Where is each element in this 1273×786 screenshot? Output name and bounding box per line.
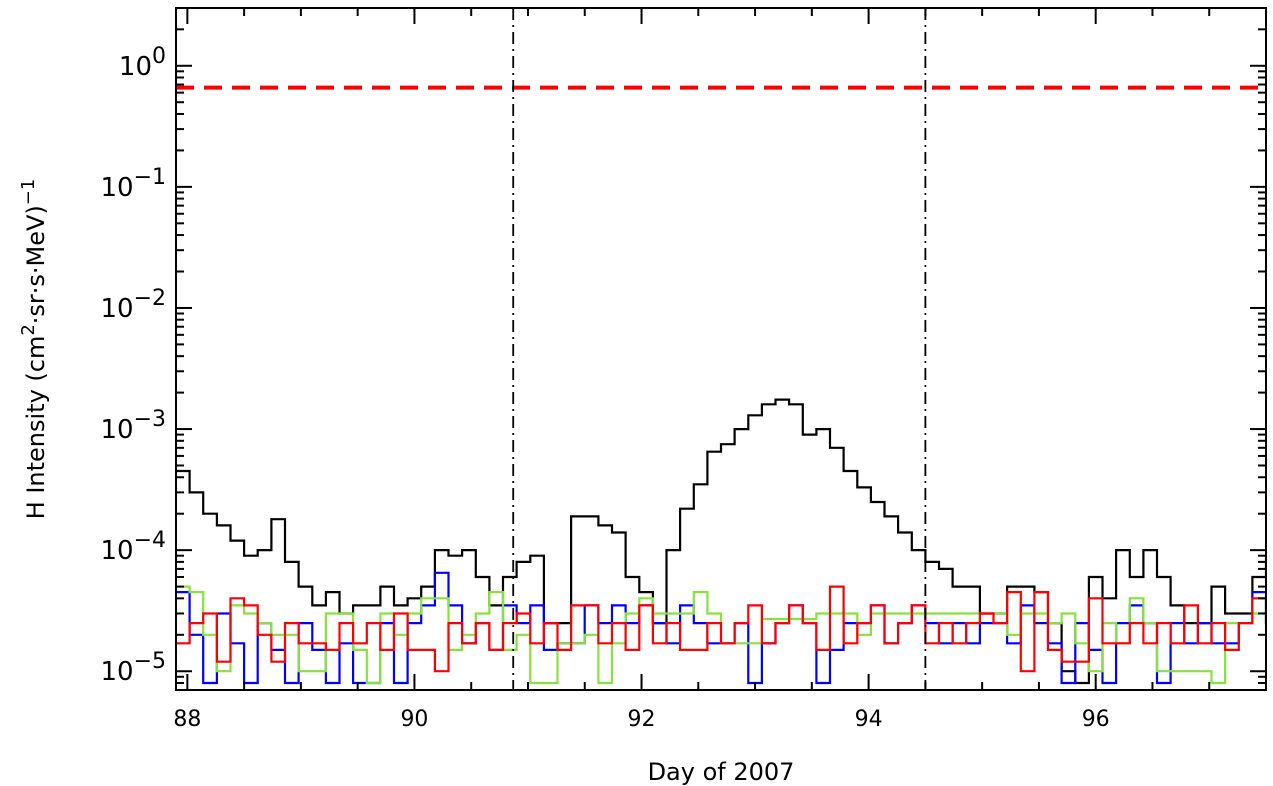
series-layer xyxy=(176,398,1266,685)
y-tick-base: 10 xyxy=(119,52,152,82)
y-tick-base: 10 xyxy=(100,294,133,324)
y-axis-title-sup1: 2 xyxy=(18,324,39,335)
x-tick-label: 96 xyxy=(1082,707,1110,732)
y-axis-title-sup2: −1 xyxy=(18,179,39,206)
y-tick-exponent: −2 xyxy=(134,286,166,311)
y-tick-exponent: −3 xyxy=(134,407,166,432)
y-tick-label: 10−1 xyxy=(100,165,166,203)
y-tick-exponent: −1 xyxy=(134,165,166,190)
y-tick-base: 10 xyxy=(100,173,133,203)
y-tick-exponent: 0 xyxy=(152,44,166,69)
y-tick-label: 10−5 xyxy=(100,649,166,687)
y-tick-label: 10−3 xyxy=(100,407,166,445)
y-tick-label: 100 xyxy=(119,44,166,82)
x-tick-label: 90 xyxy=(400,707,428,732)
y-tick-label: 10−2 xyxy=(100,286,166,324)
x-axis-title: Day of 2007 xyxy=(648,758,795,786)
y-tick-base: 10 xyxy=(100,415,133,445)
y-tick-base: 10 xyxy=(100,657,133,687)
x-tick-label: 92 xyxy=(628,707,656,732)
y-tick-exponent: −5 xyxy=(134,649,166,674)
y-tick-label: 10−4 xyxy=(100,528,166,566)
x-tick-label: 94 xyxy=(855,707,883,732)
reference-lines-layer xyxy=(176,8,1266,690)
x-tick-label: 88 xyxy=(173,707,201,732)
series-line-0 xyxy=(176,398,1266,685)
y-tick-exponent: −4 xyxy=(134,528,166,553)
plot-frame xyxy=(175,7,1267,691)
series-line-2 xyxy=(176,585,1266,685)
y-axis-title-main: H Intensity (cm xyxy=(22,336,50,520)
series-line-3 xyxy=(176,585,1266,673)
y-tick-base: 10 xyxy=(100,536,133,566)
y-axis-title: H Intensity (cm2·sr·s·MeV)−1 xyxy=(18,179,50,520)
y-axis-title-units: ·sr·s·MeV) xyxy=(22,205,50,324)
